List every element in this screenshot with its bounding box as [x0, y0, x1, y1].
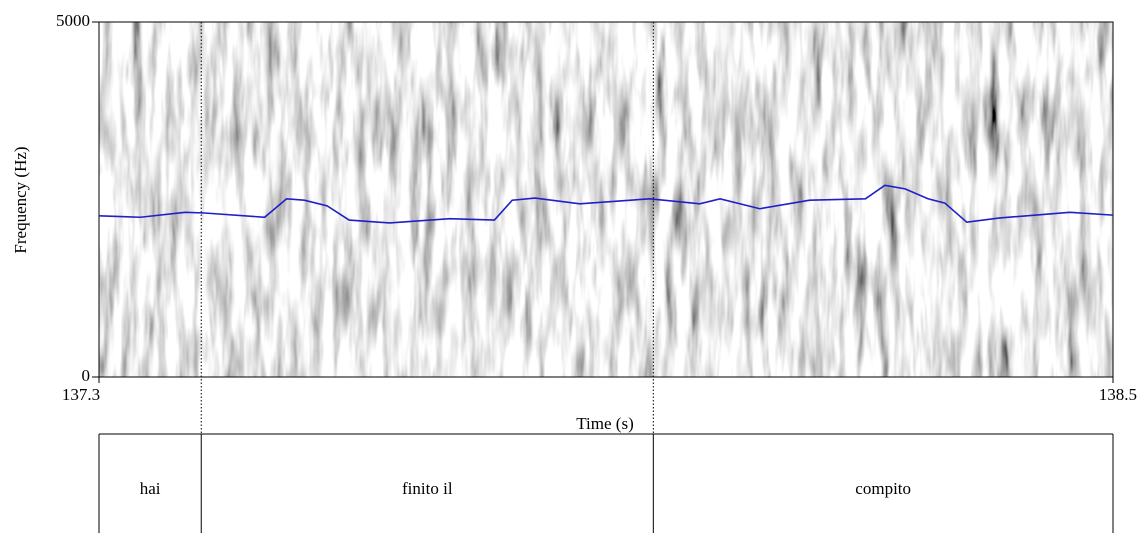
x-tick-label: 138.5: [1099, 385, 1137, 404]
x-tick-label: 137.3: [62, 385, 100, 404]
interval-label: finito il: [402, 479, 453, 498]
plot-frame: [98, 21, 1114, 378]
interval-label: hai: [140, 479, 161, 498]
y-tick-label: 5000: [56, 11, 90, 30]
y-tick-label: 0: [82, 366, 91, 385]
x-axis-label: Time (s): [576, 414, 633, 433]
spectrogram: [99, 22, 1113, 377]
y-axis-label: Frequency (Hz): [11, 146, 30, 253]
interval-label: compito: [855, 479, 911, 498]
pitch-line: [99, 184, 1113, 224]
